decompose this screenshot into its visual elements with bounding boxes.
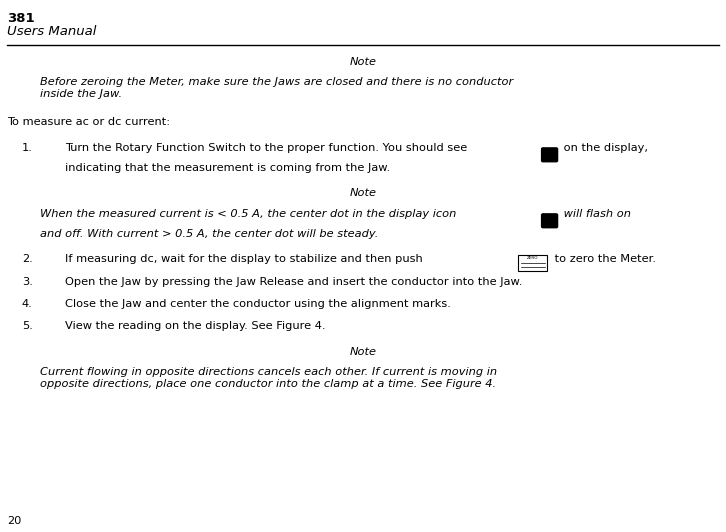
Text: Users Manual: Users Manual xyxy=(7,25,97,38)
Text: Close the Jaw and center the conductor using the alignment marks.: Close the Jaw and center the conductor u… xyxy=(65,299,452,309)
FancyBboxPatch shape xyxy=(542,148,558,162)
Text: Before zeroing the Meter, make sure the Jaws are closed and there is no conducto: Before zeroing the Meter, make sure the … xyxy=(40,77,513,99)
Text: 3.: 3. xyxy=(22,277,33,287)
Text: and off. With current > 0.5 A, the center dot will be steady.: and off. With current > 0.5 A, the cente… xyxy=(40,229,378,239)
Text: to zero the Meter.: to zero the Meter. xyxy=(551,254,656,264)
Text: 381: 381 xyxy=(7,12,35,24)
Text: To measure ac or dc current:: To measure ac or dc current: xyxy=(7,117,171,127)
Text: Turn the Rotary Function Switch to the proper function. You should see: Turn the Rotary Function Switch to the p… xyxy=(65,143,468,153)
Text: View the reading on the display. See Figure 4.: View the reading on the display. See Fig… xyxy=(65,321,326,331)
Text: 2.: 2. xyxy=(22,254,33,264)
Text: Current flowing in opposite directions cancels each other. If current is moving : Current flowing in opposite directions c… xyxy=(40,367,497,389)
Text: 5.: 5. xyxy=(22,321,33,331)
Text: ZERO: ZERO xyxy=(527,256,539,261)
Text: Open the Jaw by pressing the Jaw Release and insert the conductor into the Jaw.: Open the Jaw by pressing the Jaw Release… xyxy=(65,277,523,287)
FancyBboxPatch shape xyxy=(518,255,547,271)
Text: 4.: 4. xyxy=(22,299,33,309)
Text: indicating that the measurement is coming from the Jaw.: indicating that the measurement is comin… xyxy=(65,163,391,173)
Text: 1.: 1. xyxy=(22,143,33,153)
Text: When the measured current is < 0.5 A, the center dot in the display icon: When the measured current is < 0.5 A, th… xyxy=(40,209,457,219)
Text: on the display,: on the display, xyxy=(560,143,648,153)
Text: Note: Note xyxy=(349,347,377,357)
Text: will flash on: will flash on xyxy=(560,209,632,219)
FancyBboxPatch shape xyxy=(542,214,558,228)
Text: 20: 20 xyxy=(7,516,22,526)
Text: Note: Note xyxy=(349,188,377,198)
Text: If measuring dc, wait for the display to stabilize and then push: If measuring dc, wait for the display to… xyxy=(65,254,423,264)
Text: Note: Note xyxy=(349,57,377,67)
